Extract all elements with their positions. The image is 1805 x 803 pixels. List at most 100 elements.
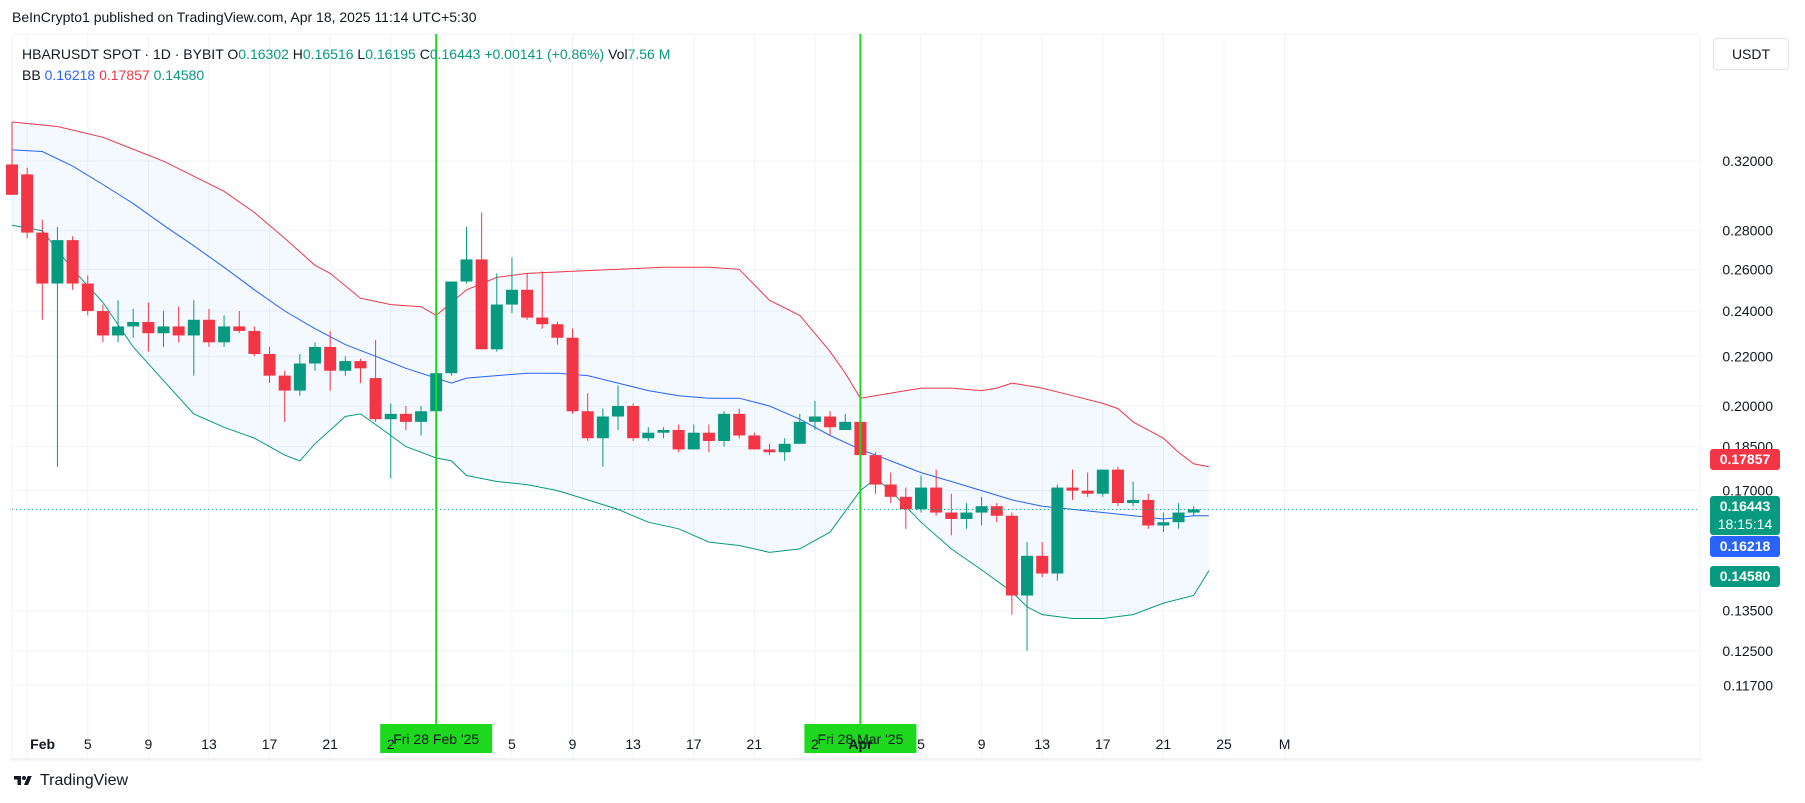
time-tick-label: 13 (625, 736, 641, 752)
time-tick-label: Apr (848, 736, 873, 752)
candle-body (687, 432, 700, 450)
price-tick-label: 0.11700 (1723, 677, 1773, 693)
candle (733, 408, 746, 439)
candle (293, 353, 306, 396)
low-value: 0.16195 (365, 46, 416, 62)
time-tick-label: 2 (387, 736, 395, 752)
footer-brand[interactable]: TradingView (12, 772, 128, 790)
candle (369, 340, 382, 422)
candle (808, 400, 821, 430)
candle-body (460, 259, 473, 282)
price-axis[interactable]: 0.32000 0.28000 0.26000 0.24000 0.22000 0.200… (1722, 153, 1773, 693)
candle (1157, 512, 1170, 533)
candle (1036, 542, 1049, 578)
candle (915, 475, 927, 513)
price-tick-label: 0.22000 (1722, 348, 1773, 364)
time-tick-label: 13 (201, 736, 217, 752)
candle-body (112, 326, 125, 336)
candle-body (21, 174, 34, 233)
candle-body (884, 484, 897, 497)
candle (6, 122, 18, 195)
candle (672, 424, 685, 453)
candle (718, 411, 731, 447)
candle (1021, 542, 1034, 651)
time-tick-label: 5 (508, 736, 516, 752)
candle (1051, 484, 1064, 581)
candle (702, 424, 715, 453)
time-tick-label: 25 (1216, 736, 1232, 752)
bb-upper-value: 0.17857 (99, 67, 150, 83)
time-tick-label: 21 (322, 736, 338, 752)
price-tick-label: 0.12500 (1722, 643, 1773, 659)
bb-lower-price-tag: 0.14580 (1710, 566, 1780, 587)
candle (930, 469, 943, 516)
candle (596, 408, 609, 467)
candle-body (1187, 509, 1200, 513)
candle-body (324, 346, 337, 371)
candle-body (869, 455, 882, 485)
candle (551, 321, 564, 345)
candle (657, 427, 670, 439)
candle (81, 275, 94, 316)
candle-body (642, 432, 655, 439)
candle-body (551, 324, 564, 338)
date-markers: Fri 28 Feb '25 Fri 28 Mar '25 (12, 34, 1700, 753)
candle-body (627, 405, 640, 439)
candle-body (793, 421, 806, 444)
symbol-title[interactable]: HBARUSDT SPOT · 1D · BYBIT (22, 46, 224, 62)
candle (1081, 472, 1094, 497)
plot-frame (11, 33, 1701, 762)
candle-body (1096, 469, 1109, 494)
candle (445, 281, 458, 376)
candle (975, 496, 988, 526)
footer-brand-text: TradingView (40, 772, 129, 789)
candle-body (233, 326, 246, 331)
candle-body (1157, 522, 1170, 526)
open-value: 0.16302 (238, 46, 289, 62)
candle-body (975, 506, 988, 513)
candle-body (566, 337, 579, 412)
candle (521, 273, 534, 320)
candle-body (415, 411, 428, 422)
candle-body (1111, 469, 1124, 504)
candle (581, 393, 594, 441)
candle-body (945, 512, 958, 519)
candle-body (187, 319, 200, 336)
candle-body (733, 413, 746, 436)
price-tick-label: 0.20000 (1722, 398, 1773, 414)
candle (309, 342, 321, 371)
candle-body (1127, 499, 1140, 504)
candle-body (248, 330, 261, 354)
open-label: O (227, 46, 239, 62)
candle (36, 219, 49, 320)
time-tick-label: 9 (569, 736, 577, 752)
candle (1172, 503, 1185, 529)
bb-basis-line (11, 149, 1209, 520)
last-price-tag: 0.16443 18:15:14 (1710, 496, 1780, 535)
date-marker-label: Fri 28 Mar '25 (817, 731, 903, 747)
candle-body (157, 326, 170, 334)
time-tick-label: 2 (811, 736, 819, 752)
price-tick-label: 0.17000 (1722, 483, 1773, 499)
candle-body (899, 496, 912, 510)
candle-body (1081, 490, 1094, 494)
candle-body (96, 311, 109, 336)
candle (278, 370, 291, 422)
price-tick-label: 0.26000 (1722, 261, 1773, 277)
candle-body (778, 443, 791, 453)
candle (490, 273, 503, 352)
volume-value: 7.56 M (627, 46, 671, 62)
candle-body (824, 416, 837, 428)
candle-body (1142, 499, 1155, 526)
time-axis[interactable]: Feb 5 9 13 17 21 2 5 9 13 17 21 2 Apr 5 9 13 17 21 25 M (30, 736, 1290, 752)
currency-button[interactable]: USDT (1713, 38, 1789, 70)
date-marker-label: Fri 28 Feb '25 (393, 731, 479, 747)
candle-body (1066, 487, 1079, 491)
bb-label[interactable]: BB (22, 67, 41, 83)
candle (233, 311, 246, 334)
candle-body (445, 281, 458, 374)
candle-body (369, 378, 382, 420)
time-tick-label: 17 (1095, 736, 1111, 752)
candle (1005, 512, 1018, 615)
